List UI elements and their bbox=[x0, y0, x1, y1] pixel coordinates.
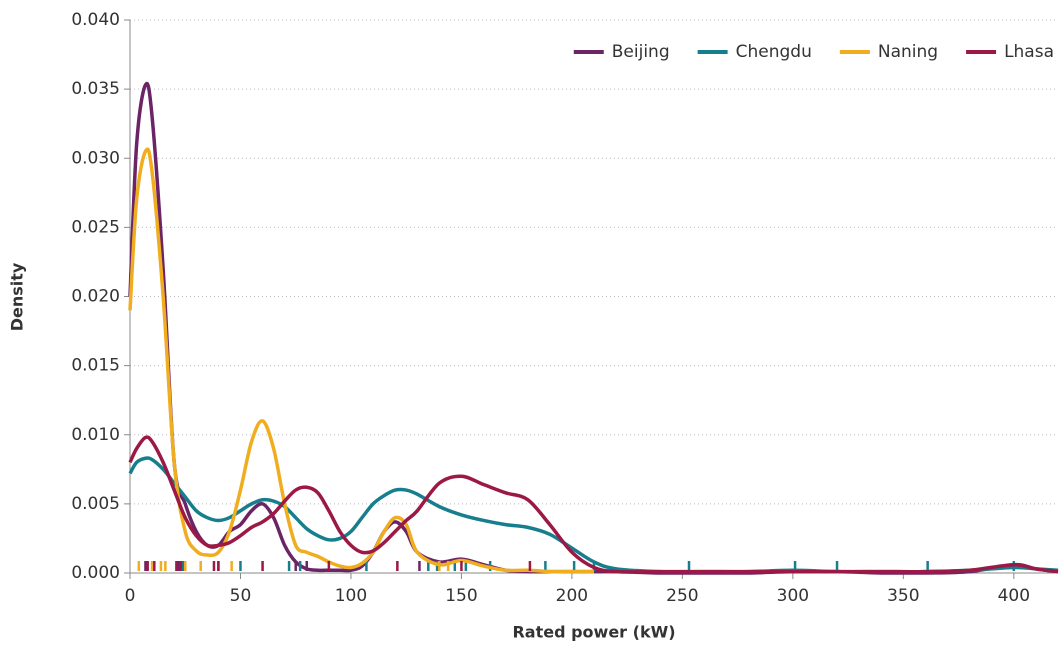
x-tick-label: 400 bbox=[998, 586, 1030, 606]
x-axis-label: Rated power (kW) bbox=[512, 623, 675, 642]
y-tick-label: 0.040 bbox=[71, 10, 120, 30]
x-tick-label: 50 bbox=[230, 586, 252, 606]
x-tick-label: 0 bbox=[125, 586, 136, 606]
legend-label: Naning bbox=[878, 42, 938, 62]
x-tick-label: 200 bbox=[556, 586, 588, 606]
y-tick-label: 0.020 bbox=[71, 287, 120, 307]
y-tick-label: 0.010 bbox=[71, 425, 120, 445]
y-tick-label: 0.030 bbox=[71, 148, 120, 168]
density-line bbox=[128, 456, 1059, 574]
legend-label: Lhasa bbox=[1004, 42, 1054, 62]
x-tick-label: 250 bbox=[666, 586, 698, 606]
density-line bbox=[128, 435, 1059, 574]
density-line bbox=[128, 147, 595, 574]
x-tick-label: 300 bbox=[777, 586, 809, 606]
y-tick-label: 0.035 bbox=[71, 79, 120, 99]
y-tick-label: 0.015 bbox=[71, 356, 120, 376]
x-tick-label: 100 bbox=[335, 586, 367, 606]
legend-label: Chengdu bbox=[736, 42, 812, 62]
x-tick-label: 350 bbox=[887, 586, 919, 606]
y-tick-label: 0.025 bbox=[71, 217, 120, 237]
legend-label: Beijing bbox=[612, 42, 670, 62]
y-tick-label: 0.005 bbox=[71, 494, 120, 514]
y-axis-label: Density bbox=[8, 262, 27, 331]
y-tick-label: 0.000 bbox=[71, 563, 120, 583]
x-tick-label: 150 bbox=[445, 586, 477, 606]
